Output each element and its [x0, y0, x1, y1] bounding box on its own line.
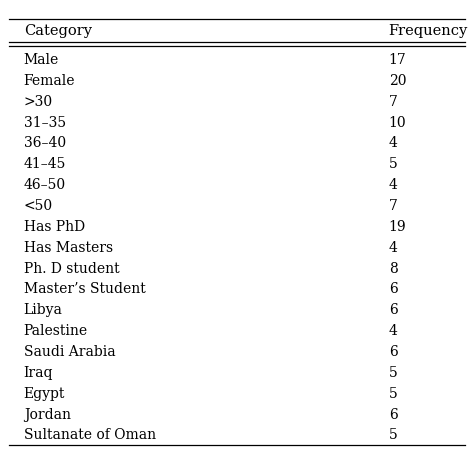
Text: Saudi Arabia: Saudi Arabia — [24, 345, 115, 359]
Text: Libya: Libya — [24, 303, 63, 317]
Text: Category: Category — [24, 25, 91, 38]
Text: 5: 5 — [389, 428, 397, 442]
Text: Sultanate of Oman: Sultanate of Oman — [24, 428, 156, 442]
Text: Ph. D student: Ph. D student — [24, 262, 119, 275]
Text: 6: 6 — [389, 408, 397, 421]
Text: 41–45: 41–45 — [24, 157, 66, 171]
Text: Jordan: Jordan — [24, 408, 71, 421]
Text: 4: 4 — [389, 241, 398, 255]
Text: >30: >30 — [24, 95, 53, 109]
Text: 4: 4 — [389, 178, 398, 192]
Text: 6: 6 — [389, 345, 397, 359]
Text: 31–35: 31–35 — [24, 116, 66, 129]
Text: 5: 5 — [389, 366, 397, 380]
Text: 4: 4 — [389, 137, 398, 150]
Text: 5: 5 — [389, 157, 397, 171]
Text: 10: 10 — [389, 116, 406, 129]
Text: 4: 4 — [389, 324, 398, 338]
Text: 5: 5 — [389, 387, 397, 401]
Text: Female: Female — [24, 74, 75, 88]
Text: 46–50: 46–50 — [24, 178, 66, 192]
Text: 6: 6 — [389, 303, 397, 317]
Text: Male: Male — [24, 53, 59, 67]
Text: 7: 7 — [389, 95, 398, 109]
Text: Palestine: Palestine — [24, 324, 88, 338]
Text: Has Masters: Has Masters — [24, 241, 113, 255]
Text: 36–40: 36–40 — [24, 137, 66, 150]
Text: 8: 8 — [389, 262, 397, 275]
Text: Has PhD: Has PhD — [24, 220, 85, 234]
Text: 17: 17 — [389, 53, 406, 67]
Text: 6: 6 — [389, 283, 397, 296]
Text: Iraq: Iraq — [24, 366, 53, 380]
Text: <50: <50 — [24, 199, 53, 213]
Text: 19: 19 — [389, 220, 406, 234]
Text: Master’s Student: Master’s Student — [24, 283, 146, 296]
Text: 20: 20 — [389, 74, 406, 88]
Text: Egypt: Egypt — [24, 387, 65, 401]
Text: 7: 7 — [389, 199, 398, 213]
Text: Frequency: Frequency — [389, 25, 468, 38]
